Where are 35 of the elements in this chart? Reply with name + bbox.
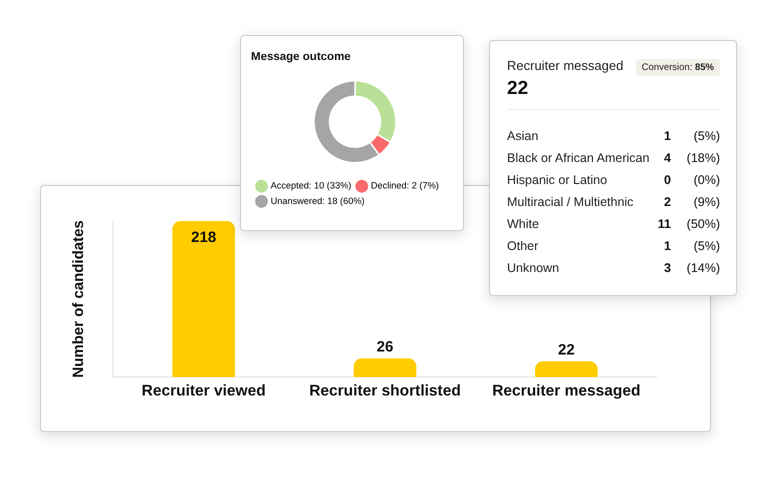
data-label: 26 (376, 338, 394, 356)
category-label: Black or African American (507, 151, 650, 165)
x-tick-label: Recruiter shortlisted (309, 382, 461, 400)
data-label: 22 (558, 341, 575, 358)
y-axis-title: Number of candidates (70, 220, 88, 378)
x-tick-label: Recruiter viewed (142, 382, 266, 400)
text: Recruiter messaged (507, 58, 624, 73)
category-label: Multiracial / Multiethnic (507, 195, 634, 209)
chart-title: Message outcome (251, 51, 351, 64)
data-label: (5%) (694, 129, 720, 143)
category-label: White (507, 217, 539, 231)
legend-label: Declined: 2 (7%) (370, 180, 439, 191)
category-label: Hispanic or Latino (507, 173, 608, 187)
data-label: (18%) (686, 151, 720, 165)
data-label: 3 (664, 261, 671, 275)
category-label: Other (507, 239, 538, 253)
text: 22 (507, 78, 528, 100)
data-label: 1 (664, 129, 671, 143)
data-label: 1 (664, 239, 671, 253)
data-label: (14%) (686, 261, 720, 275)
data-label: (0%) (694, 173, 720, 187)
data-label: 218 (191, 229, 216, 246)
text: Conversion: 85% (642, 62, 714, 73)
data-label: (9%) (694, 195, 720, 209)
data-label: 0 (664, 173, 671, 187)
category-label: Unknown (507, 261, 560, 275)
data-label: 2 (664, 195, 671, 209)
data-label: (50%) (686, 217, 720, 231)
legend-label: Accepted: 10 (33%) (270, 180, 352, 191)
category-label: Asian (507, 129, 538, 143)
data-label: 11 (658, 217, 671, 231)
x-tick-label: Recruiter messaged (492, 382, 640, 400)
data-label: (5%) (694, 239, 720, 253)
legend-label: Unanswered: 18 (60%) (270, 196, 365, 206)
data-label: 4 (664, 151, 671, 165)
